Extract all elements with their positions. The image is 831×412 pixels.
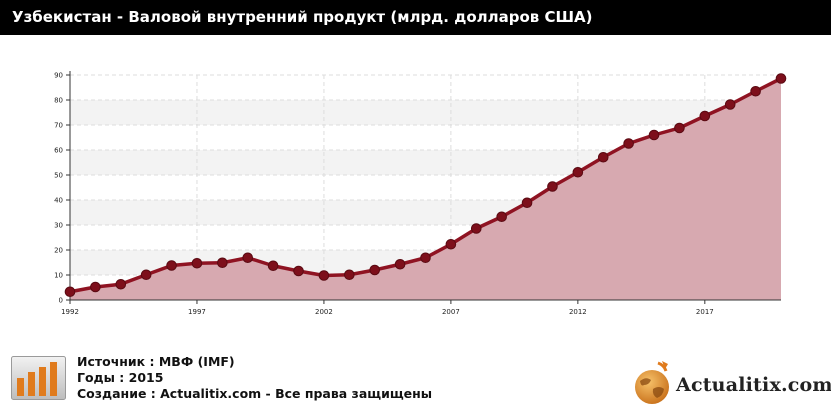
x-tick-label: 1992 <box>61 308 79 316</box>
years-text: Годы : 2015 <box>77 370 164 385</box>
data-point-2007 <box>445 238 457 250</box>
y-tick-label: 10 <box>54 272 63 280</box>
data-point-1999 <box>242 252 254 264</box>
y-tick-label: 60 <box>54 147 63 155</box>
y-tick-label: 90 <box>54 72 63 80</box>
data-point-2020 <box>775 73 787 84</box>
y-tick-label: 70 <box>54 122 63 130</box>
footer-info: Источник : МВФ (IMF) Годы : 2015 Создани… <box>77 354 432 402</box>
data-point-2014 <box>623 138 634 149</box>
bar-chart-icon <box>11 356 66 400</box>
globe-icon <box>635 361 669 404</box>
data-point-2012 <box>572 166 584 178</box>
data-point-1992 <box>64 286 76 298</box>
area-fill <box>70 78 781 300</box>
data-point-1998 <box>217 257 228 269</box>
x-tick-label: 2017 <box>696 308 714 316</box>
y-tick-label: 20 <box>54 247 63 255</box>
data-point-2006 <box>420 252 431 264</box>
data-point-2002 <box>318 270 330 281</box>
x-tick-label: 1997 <box>188 308 206 316</box>
created-text: Создание : Actualitix.com - Все права за… <box>77 386 433 401</box>
data-point-2018 <box>724 99 736 110</box>
footer: Источник : МВФ (IMF) Годы : 2015 Создани… <box>0 345 831 412</box>
data-point-2010 <box>521 197 533 209</box>
data-point-2017 <box>699 110 711 122</box>
data-point-1995 <box>140 269 152 281</box>
y-tick-label: 40 <box>54 197 63 205</box>
grid-band <box>70 100 781 125</box>
data-point-2003 <box>344 269 355 281</box>
data-point-2011 <box>547 181 558 192</box>
y-tick-label: 80 <box>54 97 63 105</box>
brand-logo: Actualitix.com <box>628 359 831 407</box>
data-point-2000 <box>267 260 279 272</box>
data-point-2019 <box>750 85 761 97</box>
gdp-area-chart: 0 10 20 30 40 50 60 70 80 90 1992 1997 2002 2007 2012 2… <box>54 71 787 316</box>
y-tick-label: 30 <box>54 222 63 230</box>
data-point-2016 <box>674 122 685 134</box>
data-point-2009 <box>496 211 507 223</box>
data-point-2004 <box>369 264 381 276</box>
brand-name: Actualitix.com <box>676 374 831 396</box>
data-point-2001 <box>293 265 304 277</box>
chart-title: Узбекистан - Валовой внутренний продукт … <box>0 0 831 35</box>
data-point-2005 <box>394 258 406 270</box>
data-point-1997 <box>191 257 203 269</box>
x-tick-label: 2007 <box>442 308 460 316</box>
x-tick-label: 2002 <box>315 308 333 316</box>
data-point-1996 <box>166 260 177 271</box>
data-point-1994 <box>115 278 127 290</box>
data-point-1993 <box>90 281 101 293</box>
data-point-2008 <box>470 223 482 234</box>
source-text: Источник : МВФ (IMF) <box>77 354 235 369</box>
chart-area: 0 10 20 30 40 50 60 70 80 90 1992 1997 2002 2007 2012 2… <box>0 58 831 328</box>
y-tick-label: 50 <box>54 172 63 180</box>
x-tick-label: 2012 <box>569 308 587 316</box>
data-point-2015 <box>648 129 660 141</box>
y-tick-label: 0 <box>59 297 63 305</box>
data-point-2013 <box>597 151 609 163</box>
